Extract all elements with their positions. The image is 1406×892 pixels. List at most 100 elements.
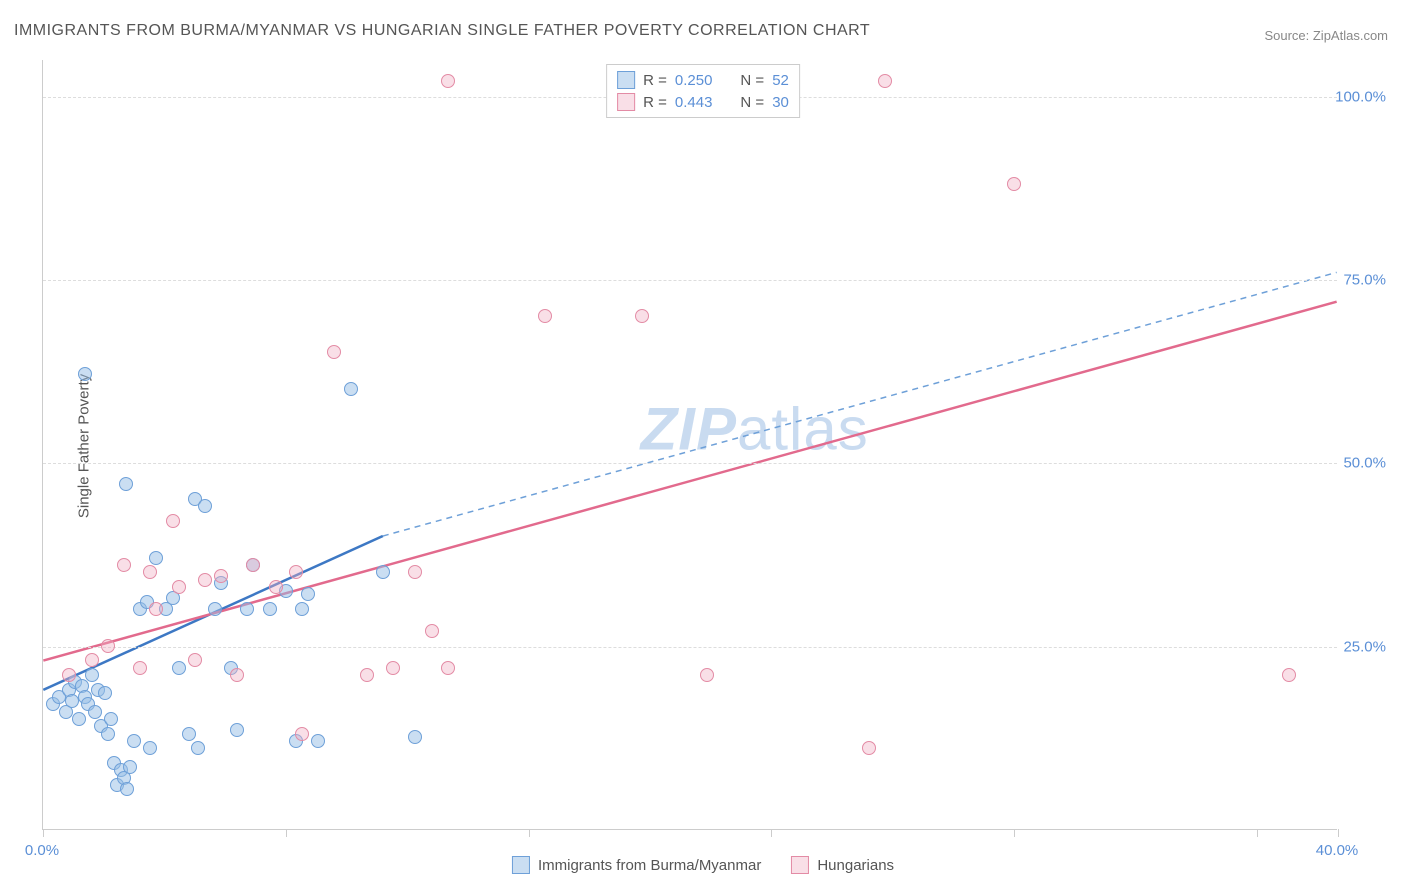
- data-point: [878, 74, 892, 88]
- watermark: ZIPatlas: [641, 395, 869, 464]
- data-point: [166, 514, 180, 528]
- stat-label-n: N =: [740, 72, 764, 89]
- data-point: [172, 661, 186, 675]
- data-point: [538, 309, 552, 323]
- data-point: [85, 653, 99, 667]
- data-point: [360, 668, 374, 682]
- data-point: [408, 730, 422, 744]
- data-point: [104, 712, 118, 726]
- legend-swatch: [512, 856, 530, 874]
- data-point: [117, 558, 131, 572]
- data-point: [295, 602, 309, 616]
- stats-row: R = 0.250 N = 52: [617, 69, 789, 91]
- data-point: [62, 668, 76, 682]
- data-point: [1282, 668, 1296, 682]
- data-point: [246, 558, 260, 572]
- data-point: [269, 580, 283, 594]
- chart-title: IMMIGRANTS FROM BURMA/MYANMAR VS HUNGARI…: [14, 22, 870, 40]
- stat-value-r: 0.443: [675, 94, 713, 111]
- data-point: [188, 653, 202, 667]
- data-point: [295, 727, 309, 741]
- x-tick-label: 0.0%: [25, 842, 59, 859]
- data-point: [208, 602, 222, 616]
- stats-legend: R = 0.250 N = 52 R = 0.443 N = 30: [606, 64, 800, 118]
- data-point: [191, 741, 205, 755]
- data-point: [214, 569, 228, 583]
- y-tick-label: 50.0%: [1343, 455, 1386, 472]
- x-tick-label: 40.0%: [1316, 842, 1359, 859]
- data-point: [149, 602, 163, 616]
- legend-label: Hungarians: [817, 857, 894, 874]
- legend-swatch: [791, 856, 809, 874]
- data-point: [240, 602, 254, 616]
- watermark-main: ZIP: [641, 396, 737, 463]
- x-tick: [1257, 829, 1258, 837]
- gridline: [43, 280, 1337, 281]
- chart-container: IMMIGRANTS FROM BURMA/MYANMAR VS HUNGARI…: [0, 0, 1406, 892]
- data-point: [230, 723, 244, 737]
- watermark-sub: atlas: [737, 396, 869, 463]
- legend-swatch: [617, 71, 635, 89]
- stat-label-r: R =: [643, 94, 667, 111]
- stat-label-n: N =: [740, 94, 764, 111]
- data-point: [344, 382, 358, 396]
- x-tick: [771, 829, 772, 837]
- data-point: [327, 345, 341, 359]
- data-point: [65, 694, 79, 708]
- data-point: [425, 624, 439, 638]
- data-point: [172, 580, 186, 594]
- plot-area: ZIPatlas: [42, 60, 1337, 830]
- y-tick-label: 100.0%: [1335, 88, 1386, 105]
- stats-row: R = 0.443 N = 30: [617, 91, 789, 113]
- data-point: [301, 587, 315, 601]
- data-point: [862, 741, 876, 755]
- stat-label-r: R =: [643, 72, 667, 89]
- stat-value-r: 0.250: [675, 72, 713, 89]
- gridline: [43, 463, 1337, 464]
- y-tick-label: 75.0%: [1343, 272, 1386, 289]
- data-point: [78, 367, 92, 381]
- data-point: [119, 477, 133, 491]
- legend-item: Hungarians: [791, 856, 894, 874]
- data-point: [98, 686, 112, 700]
- stat-value-n: 30: [772, 94, 789, 111]
- legend-item: Immigrants from Burma/Myanmar: [512, 856, 761, 874]
- stat-value-n: 52: [772, 72, 789, 89]
- data-point: [127, 734, 141, 748]
- data-point: [72, 712, 86, 726]
- data-point: [198, 573, 212, 587]
- data-point: [182, 727, 196, 741]
- data-point: [133, 661, 147, 675]
- data-point: [386, 661, 400, 675]
- series-legend: Immigrants from Burma/Myanmar Hungarians: [512, 856, 894, 874]
- data-point: [120, 782, 134, 796]
- data-point: [376, 565, 390, 579]
- data-point: [441, 74, 455, 88]
- gridline: [43, 647, 1337, 648]
- data-point: [88, 705, 102, 719]
- data-point: [149, 551, 163, 565]
- data-point: [123, 760, 137, 774]
- x-tick: [43, 829, 44, 837]
- data-point: [101, 639, 115, 653]
- x-tick: [1338, 829, 1339, 837]
- x-tick: [1014, 829, 1015, 837]
- data-point: [143, 741, 157, 755]
- data-point: [198, 499, 212, 513]
- data-point: [101, 727, 115, 741]
- data-point: [230, 668, 244, 682]
- data-point: [263, 602, 277, 616]
- legend-swatch: [617, 93, 635, 111]
- legend-label: Immigrants from Burma/Myanmar: [538, 857, 761, 874]
- y-tick-label: 25.0%: [1343, 638, 1386, 655]
- data-point: [85, 668, 99, 682]
- x-tick: [529, 829, 530, 837]
- data-point: [143, 565, 157, 579]
- data-point: [1007, 177, 1021, 191]
- data-point: [700, 668, 714, 682]
- source-label: Source: ZipAtlas.com: [1264, 28, 1388, 43]
- data-point: [289, 565, 303, 579]
- x-tick: [286, 829, 287, 837]
- data-point: [311, 734, 325, 748]
- data-point: [441, 661, 455, 675]
